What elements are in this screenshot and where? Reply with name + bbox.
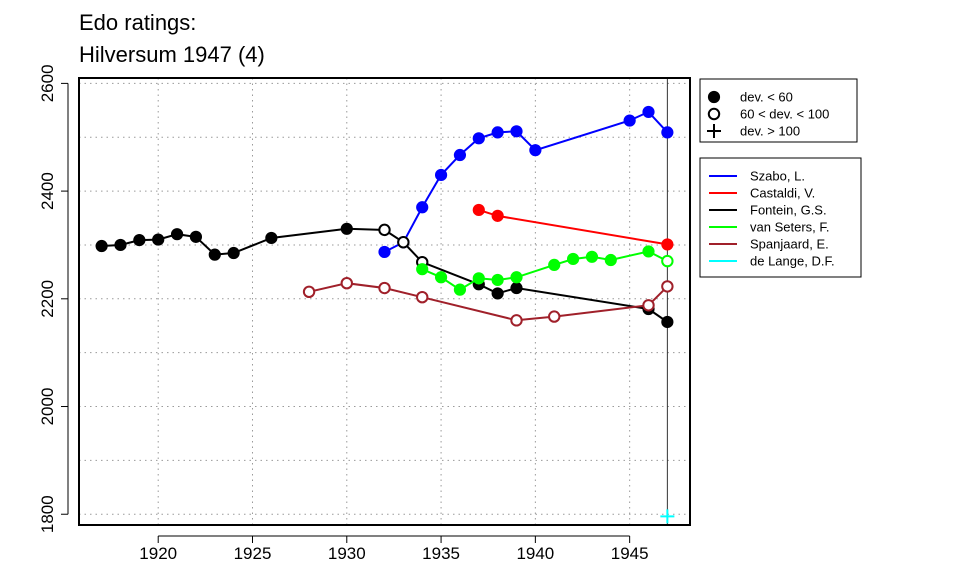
data-point (661, 315, 674, 329)
data-point (302, 285, 316, 299)
y-tick-label: 2000 (38, 388, 57, 426)
data-point (661, 280, 674, 293)
data-point (548, 258, 561, 271)
data-point (548, 310, 561, 323)
data-point (661, 238, 674, 251)
legend-series-label: Szabo, L. (750, 169, 805, 184)
legend-marker-label: 60 < dev. < 100 (740, 107, 829, 122)
x-tick-label: 1930 (328, 544, 366, 563)
data-point (378, 245, 391, 259)
legend-series-label: Fontein, G.S. (750, 203, 827, 218)
data-point (434, 271, 448, 284)
data-point (642, 105, 655, 119)
series-2 (95, 222, 674, 329)
data-point (416, 201, 429, 214)
legend-marker-plus (707, 124, 721, 138)
series-3 (416, 245, 674, 296)
x-tick-label: 1925 (234, 544, 272, 563)
x-tick-label: 1940 (516, 544, 554, 563)
data-point (133, 234, 146, 247)
series-legend-box (699, 157, 862, 278)
data-point (416, 290, 429, 304)
series-5 (660, 509, 675, 524)
data-point (661, 254, 674, 268)
data-point (152, 233, 165, 246)
x-tick-label: 1945 (611, 544, 649, 563)
data-point (472, 132, 485, 145)
chart-title-line-1: Edo ratings: (79, 10, 196, 35)
data-point (661, 126, 674, 139)
data-point (378, 281, 391, 295)
data-point (510, 271, 523, 284)
y-axis: 1800 2000 2200 2400 2600 (38, 64, 69, 533)
data-point (529, 144, 542, 157)
data-point (642, 245, 655, 258)
marker-legend: dev. < 60 60 < dev. < 100 dev. > 100 (699, 78, 858, 143)
legend-marker-filled (707, 90, 721, 104)
marker-legend-box (699, 78, 858, 143)
data-point (434, 168, 448, 182)
data-point (510, 314, 523, 327)
series-line (308, 282, 669, 322)
legend-marker-open (707, 107, 721, 121)
plot-frame (78, 77, 691, 526)
data-point (227, 246, 240, 260)
data-point (510, 281, 523, 295)
chart-title-line-2: Hilversum 1947 (4) (79, 42, 265, 67)
series-layer (95, 105, 675, 524)
x-axis: 1920 1925 1930 1935 1940 1945 (139, 535, 649, 563)
legend-series-label: de Lange, D.F. (750, 254, 835, 269)
data-point (453, 148, 467, 162)
data-point (208, 248, 221, 261)
y-tick-label: 2400 (38, 172, 57, 210)
data-point (265, 231, 278, 245)
data-point (642, 299, 655, 312)
series-1 (472, 203, 674, 251)
data-point (566, 252, 580, 266)
data-point (623, 114, 636, 127)
y-tick-label: 2600 (38, 64, 57, 102)
data-point (472, 203, 485, 217)
data-point (491, 287, 504, 300)
y-tick-label: 2200 (38, 280, 57, 318)
y-tick-label: 1800 (38, 495, 57, 533)
data-point (170, 228, 184, 241)
legend-series-label: Castaldi, V. (750, 186, 815, 201)
series-0 (378, 105, 674, 259)
series-4 (302, 276, 674, 327)
data-point (397, 236, 410, 249)
series-line (101, 227, 668, 323)
series-line (384, 110, 669, 253)
legend-marker-label: dev. < 60 (740, 90, 793, 105)
data-point (340, 276, 353, 290)
data-point (660, 509, 675, 524)
legend-series-label: van Seters, F. (750, 220, 829, 235)
legend-series-label: Spanjaard, E. (750, 237, 829, 252)
data-point (472, 272, 485, 285)
data-point (189, 230, 203, 243)
data-point (95, 239, 108, 253)
x-tick-label: 1935 (422, 544, 460, 563)
data-point (585, 250, 599, 263)
series-line (478, 208, 668, 246)
data-point (453, 283, 467, 296)
data-point (114, 238, 127, 252)
data-point (340, 222, 353, 235)
data-point (491, 209, 504, 222)
data-point (510, 125, 523, 138)
x-tick-label: 1920 (139, 544, 177, 563)
legend-marker-label: dev. > 100 (740, 124, 800, 139)
series-legend: Szabo, L. Castaldi, V. Fontein, G.S. van Se… (699, 157, 862, 278)
data-point (604, 253, 617, 267)
data-point (378, 223, 391, 237)
data-point (491, 126, 504, 139)
data-point (416, 263, 429, 276)
data-point (491, 273, 504, 287)
